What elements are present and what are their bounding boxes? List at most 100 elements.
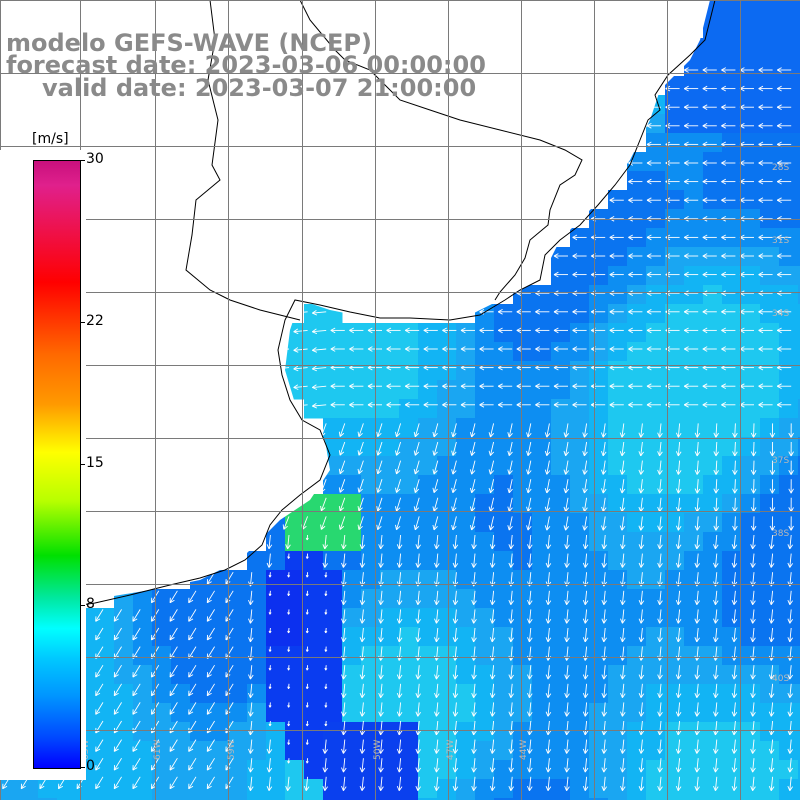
wind-arrow <box>113 609 122 622</box>
wind-arrow <box>132 776 141 790</box>
wind-cell <box>494 551 514 571</box>
wind-arrow <box>132 609 141 622</box>
wind-arrow <box>396 776 403 791</box>
wind-cell <box>741 171 761 191</box>
wind-cell <box>95 779 115 799</box>
wind-cell <box>76 779 96 799</box>
wind-cell <box>741 589 761 609</box>
wind-cell <box>76 798 96 800</box>
wind-arrow <box>442 402 457 408</box>
wind-arrow <box>657 534 663 550</box>
wind-cell <box>627 494 647 514</box>
wind-arrow <box>305 646 309 652</box>
wind-arrow <box>582 479 588 494</box>
wind-arrow <box>268 683 272 690</box>
wind-cell <box>703 760 723 780</box>
wind-arrow <box>359 758 366 773</box>
wind-arrow <box>324 627 328 634</box>
wind-arrow <box>694 739 700 754</box>
wind-cell <box>760 247 780 267</box>
wind-cell <box>475 437 495 457</box>
wind-cell <box>190 665 210 685</box>
wind-arrow <box>432 441 439 456</box>
wind-cell <box>57 798 77 800</box>
wind-cell <box>703 247 723 267</box>
wind-cell <box>684 779 704 799</box>
wind-cell <box>551 665 571 685</box>
wind-arrow <box>721 402 736 408</box>
wind-cell <box>418 342 438 362</box>
wind-arrow <box>675 627 682 643</box>
wind-arrow <box>638 609 645 624</box>
wind-cell <box>646 760 666 780</box>
wind-arrow <box>376 516 383 531</box>
wind-arrow <box>683 271 699 278</box>
wind-arrow <box>545 702 552 717</box>
wind-cell <box>570 494 590 514</box>
wind-arrow <box>413 423 420 438</box>
wind-arrow <box>646 123 661 129</box>
wind-cell <box>665 247 685 267</box>
wind-arrow <box>359 665 366 680</box>
wind-cell <box>570 665 590 685</box>
wind-arrow <box>769 441 776 457</box>
wind-cell <box>627 589 647 609</box>
wind-cell <box>323 665 343 685</box>
wind-cell <box>209 627 229 647</box>
colorbar <box>33 160 81 769</box>
wind-cell <box>779 513 799 533</box>
wind-cell <box>703 570 723 590</box>
wind-cell <box>722 399 742 419</box>
wind-arrow <box>713 590 719 605</box>
wind-cell <box>722 532 742 552</box>
wind-cell <box>304 665 324 685</box>
wind-cell <box>380 437 400 457</box>
wind-cell <box>646 437 666 457</box>
wind-arrow <box>471 665 477 680</box>
lon-label: 61W <box>153 740 163 760</box>
wind-cell <box>722 57 742 77</box>
wind-cell <box>779 570 799 590</box>
wind-cell <box>646 798 666 800</box>
wind-arrow <box>287 665 291 671</box>
wind-arrow <box>564 609 570 624</box>
wind-arrow <box>582 497 588 512</box>
wind-arrow <box>657 479 663 494</box>
wind-cell <box>456 532 476 552</box>
wind-cell <box>684 456 704 476</box>
wind-arrow <box>320 497 327 512</box>
wind-arrow <box>731 665 738 680</box>
wind-arrow <box>758 85 773 92</box>
wind-arrow <box>683 346 699 352</box>
wind-arrow <box>776 234 792 241</box>
wind-cell <box>133 627 153 647</box>
wind-arrow <box>305 665 309 671</box>
wind-arrow <box>601 683 607 698</box>
wind-cell <box>798 418 800 438</box>
wind-cell <box>513 399 533 419</box>
wind-arrow <box>731 758 738 773</box>
wind-arrow <box>413 479 420 493</box>
wind-arrow <box>702 178 717 185</box>
wind-cell <box>152 627 172 647</box>
wind-cell <box>437 361 457 381</box>
wind-cell <box>608 513 628 533</box>
wind-arrow <box>713 534 719 550</box>
wind-cell <box>760 361 780 381</box>
wind-cell <box>665 741 685 761</box>
wind-arrow <box>564 590 570 605</box>
wind-cell <box>798 589 800 609</box>
wind-cell <box>532 646 552 666</box>
wind-arrow <box>694 534 700 550</box>
wind-cell <box>684 76 704 96</box>
wind-arrow <box>489 534 496 550</box>
wind-cell <box>399 570 419 590</box>
wind-cell <box>570 646 590 666</box>
wind-cell <box>532 399 552 419</box>
wind-cell <box>570 760 590 780</box>
wind-arrow <box>451 516 457 531</box>
wind-arrow <box>469 423 476 438</box>
colorbar-tick-label: 15 <box>86 454 104 471</box>
wind-cell <box>608 304 628 324</box>
wind-arrow <box>508 534 514 550</box>
